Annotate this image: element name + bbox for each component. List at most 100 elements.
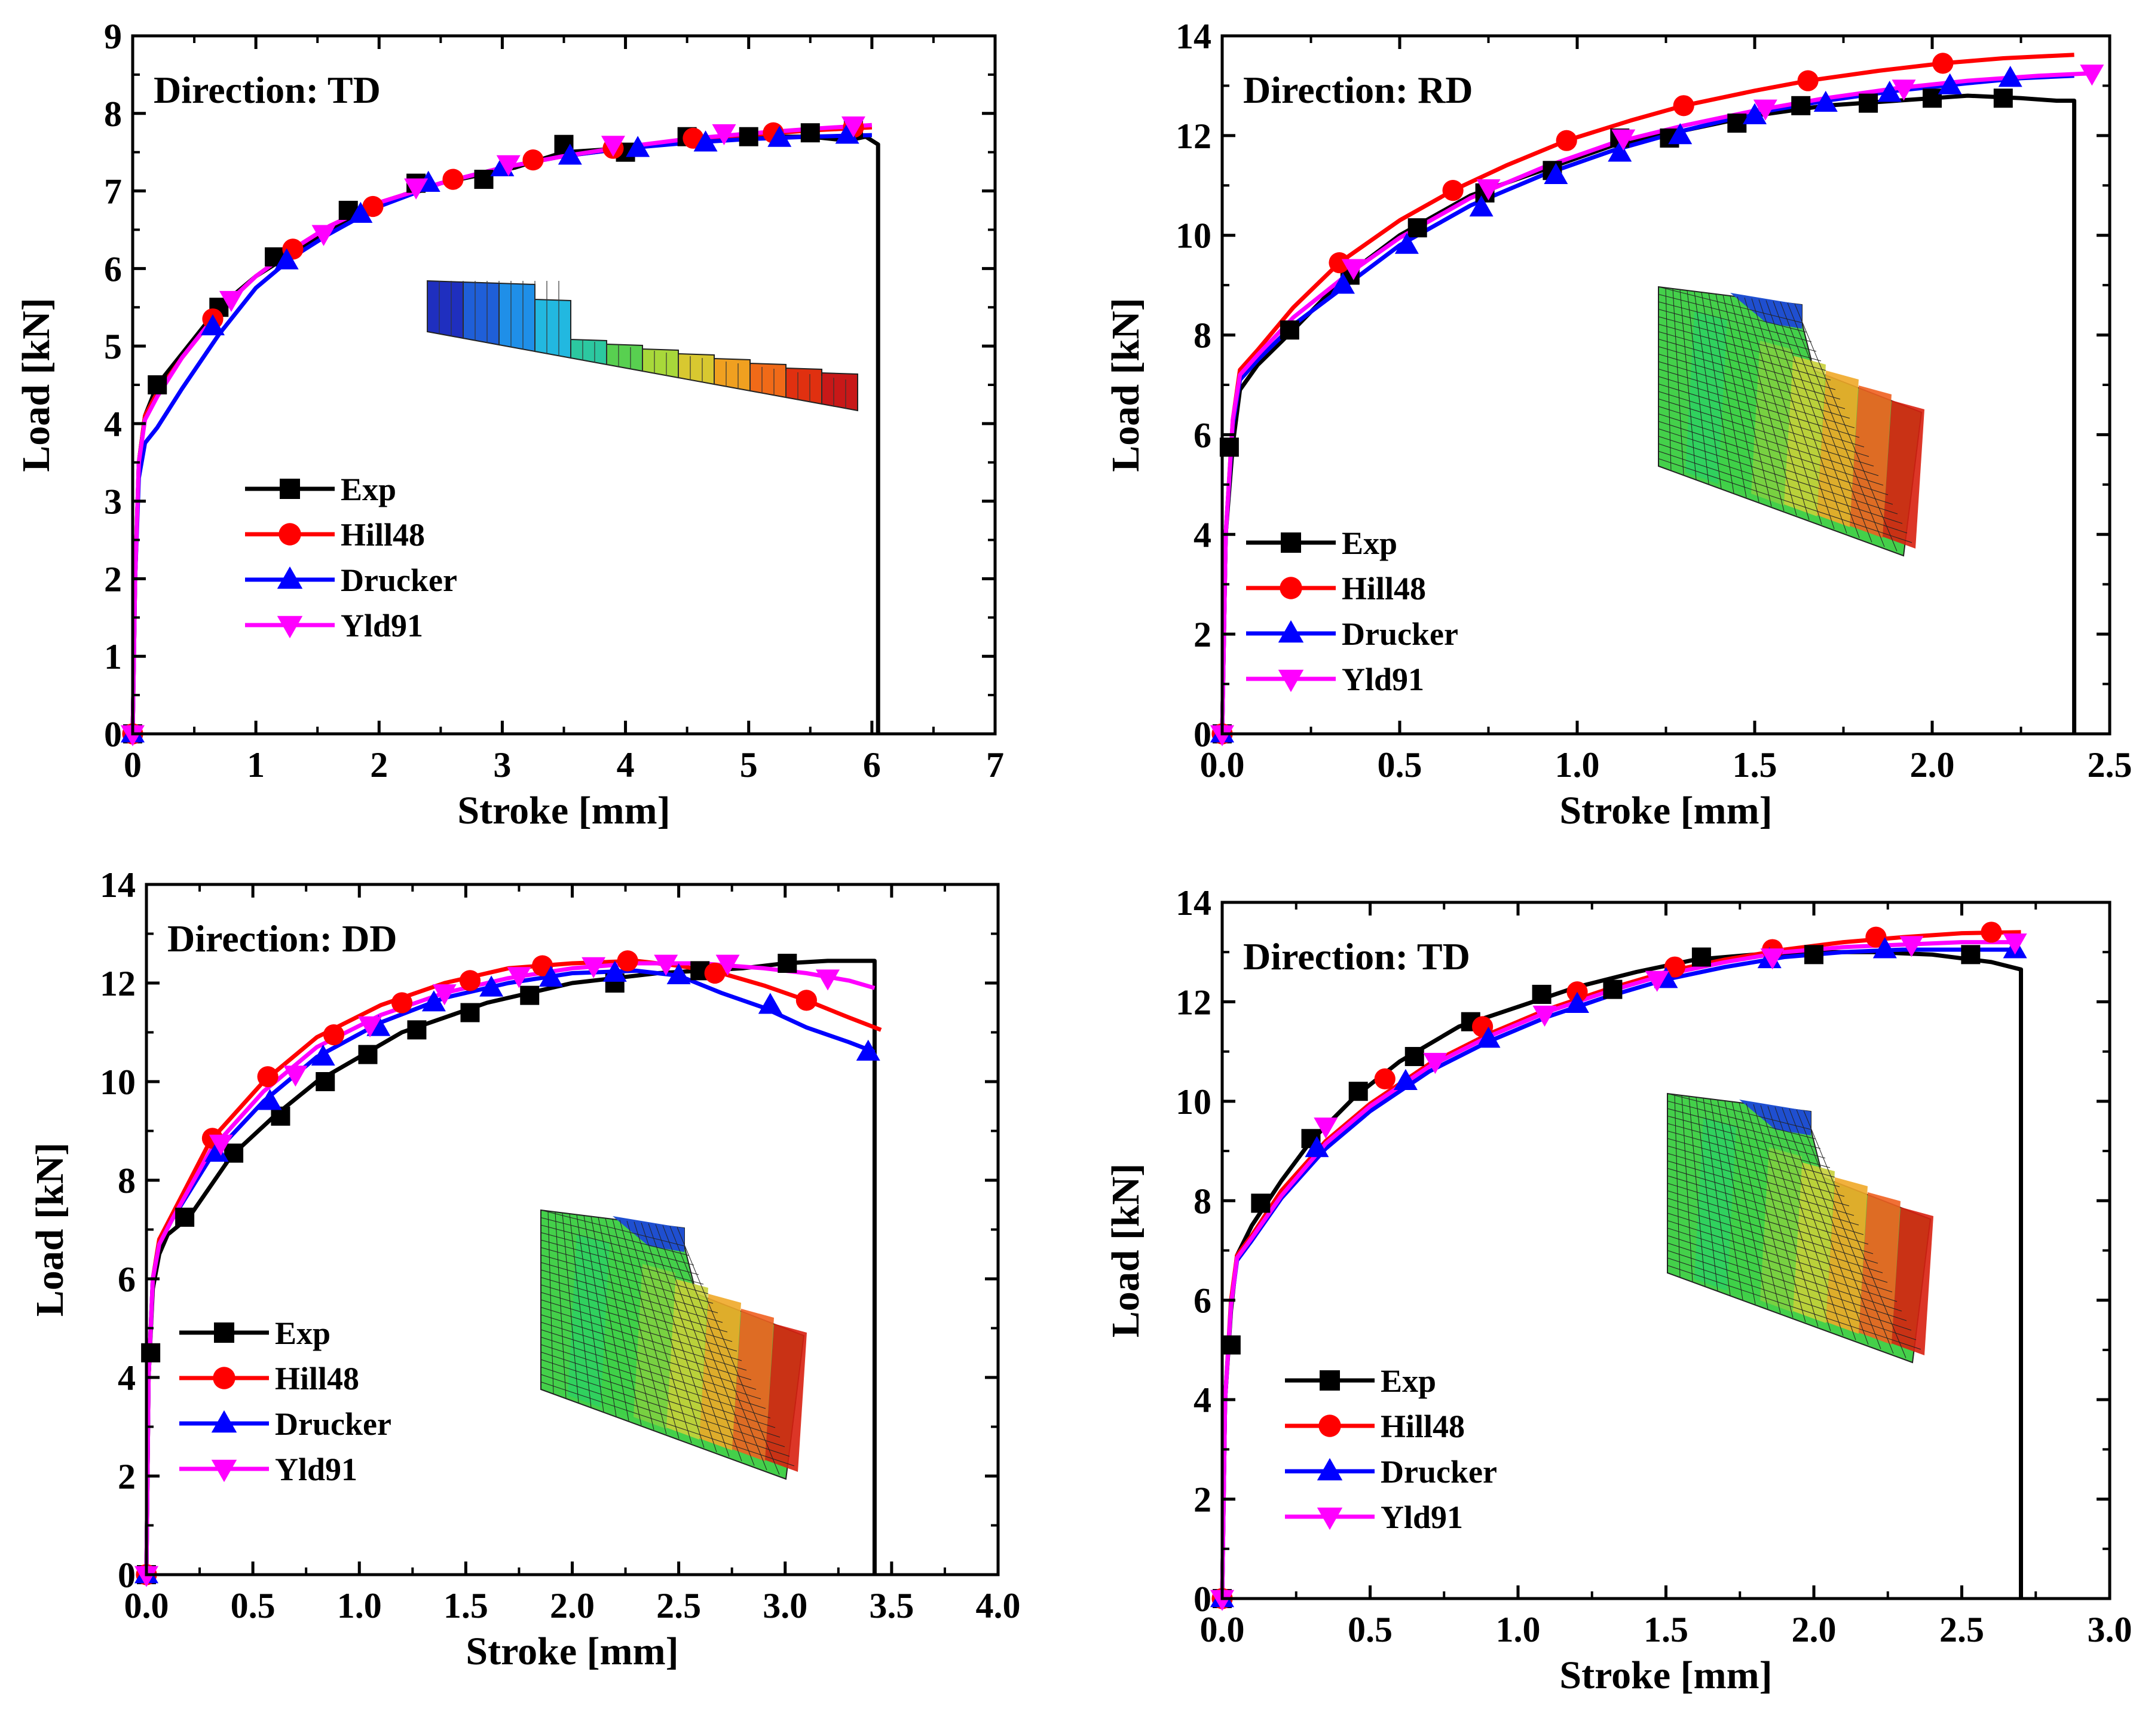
data-point-hill48: [532, 955, 553, 976]
data-point-yld91: [654, 954, 678, 976]
y-tick-label: 8: [1194, 1181, 1211, 1221]
data-point-yld91: [1611, 129, 1636, 151]
data-point-yld91: [283, 1066, 308, 1087]
y-tick-label: 14: [1176, 883, 1211, 923]
legend-marker-exp: [1281, 532, 1301, 553]
data-point-drucker: [666, 963, 691, 985]
legend: Exp Hill48 Drucker Yld91: [179, 1315, 391, 1487]
y-tick-label: 14: [100, 865, 136, 905]
data-point-yld91: [432, 984, 457, 1006]
y-tick-label: 3: [104, 482, 122, 522]
x-tick-label: 0.0: [124, 1586, 169, 1625]
fe-mesh-inset-3: [540, 1209, 807, 1480]
y-tick-label: 10: [100, 1063, 136, 1102]
legend-label-exp: Exp: [275, 1315, 331, 1351]
y-tick-label: 4: [118, 1358, 136, 1398]
legend-label-hill48: Hill48: [275, 1361, 359, 1397]
data-point-exp: [1859, 93, 1878, 113]
data-point-drucker: [1813, 90, 1838, 112]
legend-label-drucker: Drucker: [275, 1406, 391, 1442]
data-point-drucker: [758, 993, 782, 1014]
y-tick-label: 10: [1176, 1082, 1211, 1122]
data-point-drucker: [1330, 273, 1355, 294]
y-tick-label: 8: [1194, 316, 1211, 356]
data-point-yld91: [507, 967, 531, 988]
legend: Exp Hill48 Drucker Yld91: [1285, 1363, 1497, 1535]
data-point-exp: [148, 375, 167, 394]
data-point-exp: [1251, 1193, 1271, 1213]
x-tick-label: 3.0: [2088, 1610, 2132, 1649]
legend-label-yld91: Yld91: [1381, 1499, 1463, 1535]
data-point-exp: [1961, 945, 1981, 965]
data-point-drucker: [200, 314, 225, 336]
data-point-drucker: [1608, 140, 1632, 162]
data-point-drucker: [1305, 1136, 1329, 1158]
plot-frame: [1220, 901, 2111, 1600]
x-tick-label: 3.0: [763, 1586, 807, 1625]
x-tick-label: 2.5: [1939, 1610, 1984, 1649]
series-line-hill48: [130, 125, 873, 734]
y-axis-title: Load [kN]: [1104, 1164, 1147, 1338]
data-point-drucker: [693, 130, 718, 152]
data-point-yld91: [311, 225, 336, 246]
data-point-exp: [358, 1045, 378, 1064]
legend-label-drucker: Drucker: [1381, 1454, 1497, 1490]
y-tick-label: 8: [118, 1161, 136, 1201]
data-point-yld91: [404, 178, 429, 200]
data-point-hill48: [795, 990, 817, 1011]
data-point-yld91: [2003, 933, 2027, 955]
chart-panel-4: 0.0 0.5 1.0 1.5 2.0 2.5 3.0 0 2 4 6 8 10 12 14 Stroke […: [1104, 883, 2132, 1697]
data-point-exp: [800, 123, 820, 143]
y-tick-label: 2: [1194, 615, 1211, 654]
data-point-yld91: [1892, 79, 1916, 101]
y-tick-label: 9: [104, 17, 122, 56]
series-line-drucker: [130, 133, 872, 734]
data-point-yld91: [841, 116, 865, 138]
y-tick-label: 0: [104, 715, 122, 754]
data-point-hill48: [1932, 53, 1954, 74]
y-tick-label: 12: [1176, 982, 1211, 1022]
data-point-yld91: [1476, 179, 1501, 201]
x-tick-label: 1.5: [1733, 745, 1777, 785]
legend-marker-drucker: [277, 566, 303, 589]
data-point-hill48: [257, 1066, 279, 1088]
data-point-yld91: [712, 124, 736, 146]
y-tick-label: 4: [1194, 1380, 1211, 1420]
x-tick-label: 0.0: [1200, 1610, 1245, 1649]
data-point-exp: [316, 1072, 335, 1091]
legend-marker-hill48: [213, 1367, 235, 1389]
legend-marker-yld91: [1278, 669, 1304, 693]
y-tick-label: 6: [1194, 1281, 1211, 1321]
y-axis-title: Load [kN]: [28, 1143, 72, 1317]
data-point-exp: [1407, 218, 1427, 238]
x-tick-label: 2.0: [550, 1586, 595, 1625]
data-point-drucker: [1998, 66, 2022, 87]
data-point-yld91: [1645, 970, 1669, 992]
data-point-hill48: [1865, 926, 1887, 948]
y-tick-label: 1: [104, 637, 122, 676]
data-point-exp: [175, 1207, 195, 1227]
y-tick-label: 2: [118, 1457, 136, 1496]
x-tick-label: 3.5: [869, 1586, 914, 1625]
x-axis-title: Stroke [mm]: [457, 789, 670, 832]
data-point-hill48: [1374, 1068, 1396, 1090]
y-tick-label: 2: [1194, 1480, 1211, 1520]
legend-label-yld91: Yld91: [275, 1452, 357, 1487]
series-line-exp: [130, 134, 880, 734]
x-axis-title: Stroke [mm]: [1559, 789, 1772, 832]
data-point-yld91: [1899, 936, 1924, 957]
y-tick-label: 2: [104, 559, 122, 599]
data-point-hill48: [362, 195, 384, 218]
legend-label-exp: Exp: [1342, 525, 1397, 561]
data-point-hill48: [459, 970, 481, 991]
data-point-yld91: [582, 957, 606, 978]
data-point-hill48: [1797, 70, 1819, 91]
data-point-yld91: [1210, 1590, 1234, 1611]
series-line-hill48: [1220, 53, 2074, 734]
legend-label-hill48: Hill48: [1381, 1409, 1465, 1444]
data-point-exp: [1280, 320, 1299, 340]
x-tick-label: 0: [124, 745, 142, 785]
data-point-exp: [1691, 947, 1711, 967]
series-line-drucker: [144, 968, 876, 1575]
x-tick-label: 0.5: [231, 1586, 276, 1625]
